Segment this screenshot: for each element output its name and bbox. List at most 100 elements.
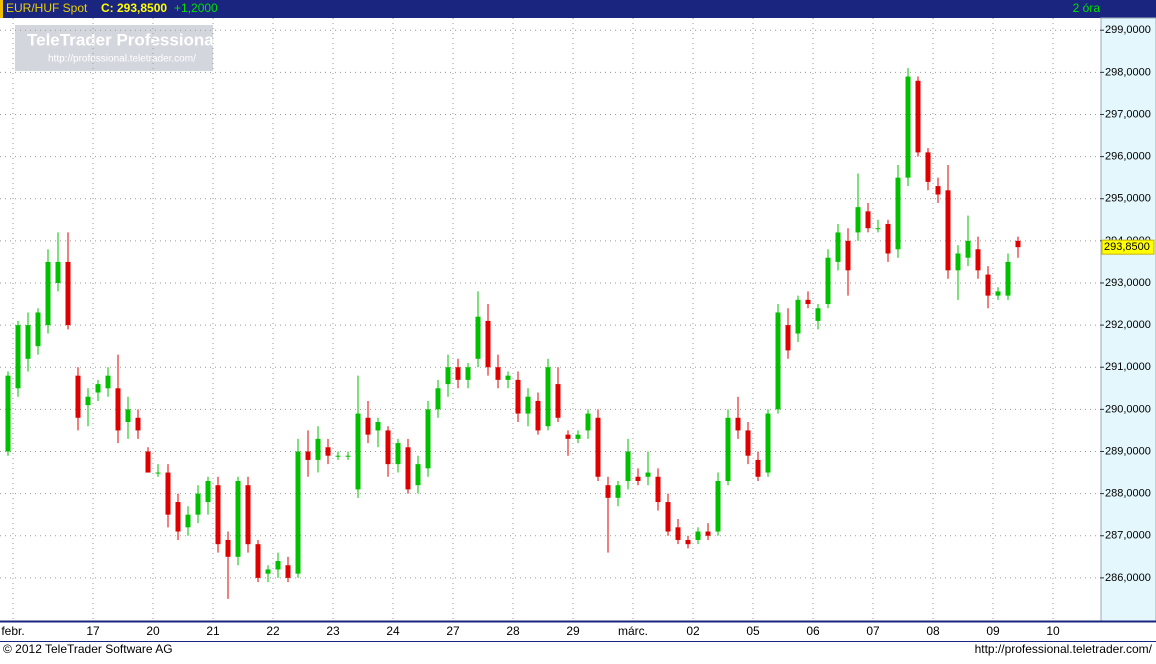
y-tick-label: 296,0000 bbox=[1105, 151, 1151, 163]
candle-body bbox=[95, 384, 101, 393]
candle-body bbox=[465, 367, 471, 380]
candle-body bbox=[365, 417, 371, 435]
y-tick-label: 290,0000 bbox=[1105, 403, 1151, 415]
candle-body bbox=[825, 257, 831, 305]
candle-body bbox=[305, 451, 311, 460]
candle-body bbox=[405, 447, 411, 490]
candle-body bbox=[55, 261, 61, 283]
candle-body bbox=[595, 417, 601, 477]
candle-body bbox=[395, 443, 401, 465]
candle-body bbox=[665, 502, 671, 532]
candle-body bbox=[775, 312, 781, 410]
candle-body bbox=[25, 325, 31, 359]
candle-body bbox=[565, 434, 571, 439]
candle-body bbox=[895, 177, 901, 250]
candle-body bbox=[995, 291, 1001, 296]
x-tick-label: 22 bbox=[266, 624, 280, 638]
candle-body bbox=[915, 80, 921, 153]
candle-body bbox=[185, 514, 191, 528]
candle-body bbox=[255, 544, 261, 578]
candle-body bbox=[535, 400, 541, 431]
candle-body bbox=[215, 485, 221, 545]
candle-body bbox=[1015, 240, 1021, 248]
candle-body bbox=[285, 565, 291, 578]
candle-body bbox=[65, 261, 71, 326]
candle-body bbox=[415, 464, 421, 486]
candle-body bbox=[935, 186, 941, 195]
y-axis-panel bbox=[1100, 17, 1156, 622]
candle-body bbox=[735, 417, 741, 431]
candle-body bbox=[195, 493, 201, 515]
candle-body bbox=[105, 375, 111, 389]
candle-body bbox=[385, 430, 391, 465]
candle-body bbox=[435, 388, 441, 410]
watermark-title: TeleTrader Professional bbox=[27, 30, 218, 49]
candle-body bbox=[705, 531, 711, 536]
candle-body bbox=[275, 561, 281, 570]
candle-body bbox=[635, 476, 641, 481]
y-tick-label: 291,0000 bbox=[1105, 361, 1151, 373]
candle-body bbox=[745, 430, 751, 456]
x-tick-label: febr. bbox=[1, 624, 24, 638]
candle-body bbox=[985, 274, 991, 296]
candle-body bbox=[85, 396, 91, 406]
candle-body bbox=[175, 502, 181, 532]
candle-body bbox=[505, 375, 511, 380]
candle-body bbox=[615, 485, 621, 498]
candle-body bbox=[625, 451, 631, 481]
x-tick-label: 05 bbox=[746, 624, 760, 638]
candle-body bbox=[265, 569, 271, 574]
header-bar bbox=[0, 0, 1156, 18]
candle-body bbox=[805, 299, 811, 305]
candle-body bbox=[885, 224, 891, 254]
candle-body bbox=[345, 455, 351, 457]
candle-body bbox=[225, 539, 231, 557]
candle-body bbox=[905, 76, 911, 178]
y-tick-label: 288,0000 bbox=[1105, 488, 1151, 500]
candle-body bbox=[5, 375, 11, 452]
candle-body bbox=[835, 232, 841, 262]
candle-body bbox=[45, 261, 51, 326]
x-tick-label: márc. bbox=[618, 624, 648, 638]
watermark-url: http://professional.teletrader.com/ bbox=[48, 54, 196, 65]
candle-body bbox=[335, 455, 341, 457]
candle-body bbox=[155, 472, 161, 474]
watermark-box bbox=[15, 25, 213, 71]
change: +1,2000 bbox=[174, 1, 218, 15]
candle-body bbox=[445, 367, 451, 385]
copyright: © 2012 TeleTrader Software AG bbox=[3, 642, 173, 656]
candle-body bbox=[585, 413, 591, 431]
y-tick-label: 292,0000 bbox=[1105, 319, 1151, 331]
y-tick-label: 287,0000 bbox=[1105, 530, 1151, 542]
candle-body bbox=[725, 417, 731, 481]
x-tick-label: 27 bbox=[446, 624, 460, 638]
candle-body bbox=[605, 485, 611, 498]
candle-body bbox=[865, 211, 871, 229]
candle-body bbox=[1005, 261, 1011, 296]
candle-body bbox=[245, 485, 251, 545]
candle-body bbox=[685, 539, 691, 545]
candle-body bbox=[235, 480, 241, 557]
candle-body bbox=[945, 190, 951, 271]
candle-body bbox=[145, 451, 151, 473]
x-tick-label: 10 bbox=[1046, 624, 1060, 638]
candle-body bbox=[655, 476, 661, 503]
last-price-box bbox=[1101, 239, 1155, 255]
last-price-label: 293,8500 bbox=[1104, 241, 1150, 253]
x-tick-label: 23 bbox=[326, 624, 340, 638]
candle-body bbox=[125, 409, 131, 423]
close: C: 293,8500 bbox=[101, 1, 167, 15]
candle-body bbox=[645, 472, 651, 477]
candle-body bbox=[975, 249, 981, 271]
candle-body bbox=[355, 413, 361, 490]
header-marker bbox=[0, 0, 3, 18]
candle-body bbox=[455, 367, 461, 380]
x-tick-label: 17 bbox=[86, 624, 100, 638]
candle-body bbox=[425, 409, 431, 469]
candle-body bbox=[165, 472, 171, 515]
x-tick-label: 02 bbox=[686, 624, 700, 638]
y-tick-label: 297,0000 bbox=[1105, 108, 1151, 120]
candle-body bbox=[35, 312, 41, 347]
candle-body bbox=[325, 447, 331, 456]
